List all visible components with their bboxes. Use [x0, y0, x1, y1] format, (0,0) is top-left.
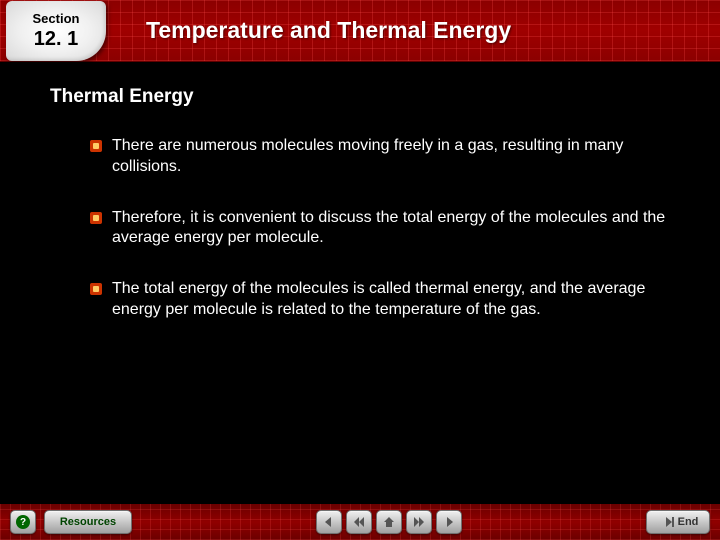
- bullet-icon: [90, 212, 102, 224]
- bullet-icon: [90, 283, 102, 295]
- forward-icon: [412, 515, 426, 529]
- subtitle: Thermal Energy: [50, 86, 670, 108]
- nav-group: [316, 510, 462, 534]
- content-area: Thermal Energy There are numerous molecu…: [0, 62, 720, 321]
- end-icon: [662, 515, 676, 529]
- next-icon: [442, 515, 456, 529]
- rewind-icon: [352, 515, 366, 529]
- resources-button[interactable]: Resources: [44, 510, 132, 534]
- section-tab: Section 12. 1: [6, 1, 106, 61]
- resources-label: Resources: [60, 516, 116, 528]
- bullet-list: There are numerous molecules moving free…: [50, 136, 670, 321]
- help-icon: ?: [16, 515, 30, 529]
- end-button[interactable]: End: [646, 510, 710, 534]
- forward-button[interactable]: [406, 510, 432, 534]
- list-item: The total energy of the molecules is cal…: [90, 279, 670, 321]
- list-item: There are numerous molecules moving free…: [90, 136, 670, 178]
- header-bar: Section 12. 1 Temperature and Thermal En…: [0, 0, 720, 62]
- home-icon: [382, 515, 396, 529]
- home-button[interactable]: [376, 510, 402, 534]
- bullet-text: The total energy of the molecules is cal…: [112, 280, 645, 318]
- prev-icon: [322, 515, 336, 529]
- footer-bar: ? Resources End: [0, 504, 720, 540]
- bullet-icon: [90, 140, 102, 152]
- prev-button[interactable]: [316, 510, 342, 534]
- section-number: 12. 1: [34, 28, 78, 51]
- help-button[interactable]: ?: [10, 510, 36, 534]
- list-item: Therefore, it is convenient to discuss t…: [90, 208, 670, 250]
- rewind-button[interactable]: [346, 510, 372, 534]
- page-title: Temperature and Thermal Energy: [146, 17, 511, 44]
- bullet-text: There are numerous molecules moving free…: [112, 137, 623, 175]
- next-button[interactable]: [436, 510, 462, 534]
- section-label: Section: [33, 11, 80, 26]
- bullet-text: Therefore, it is convenient to discuss t…: [112, 209, 665, 247]
- end-label: End: [678, 516, 699, 528]
